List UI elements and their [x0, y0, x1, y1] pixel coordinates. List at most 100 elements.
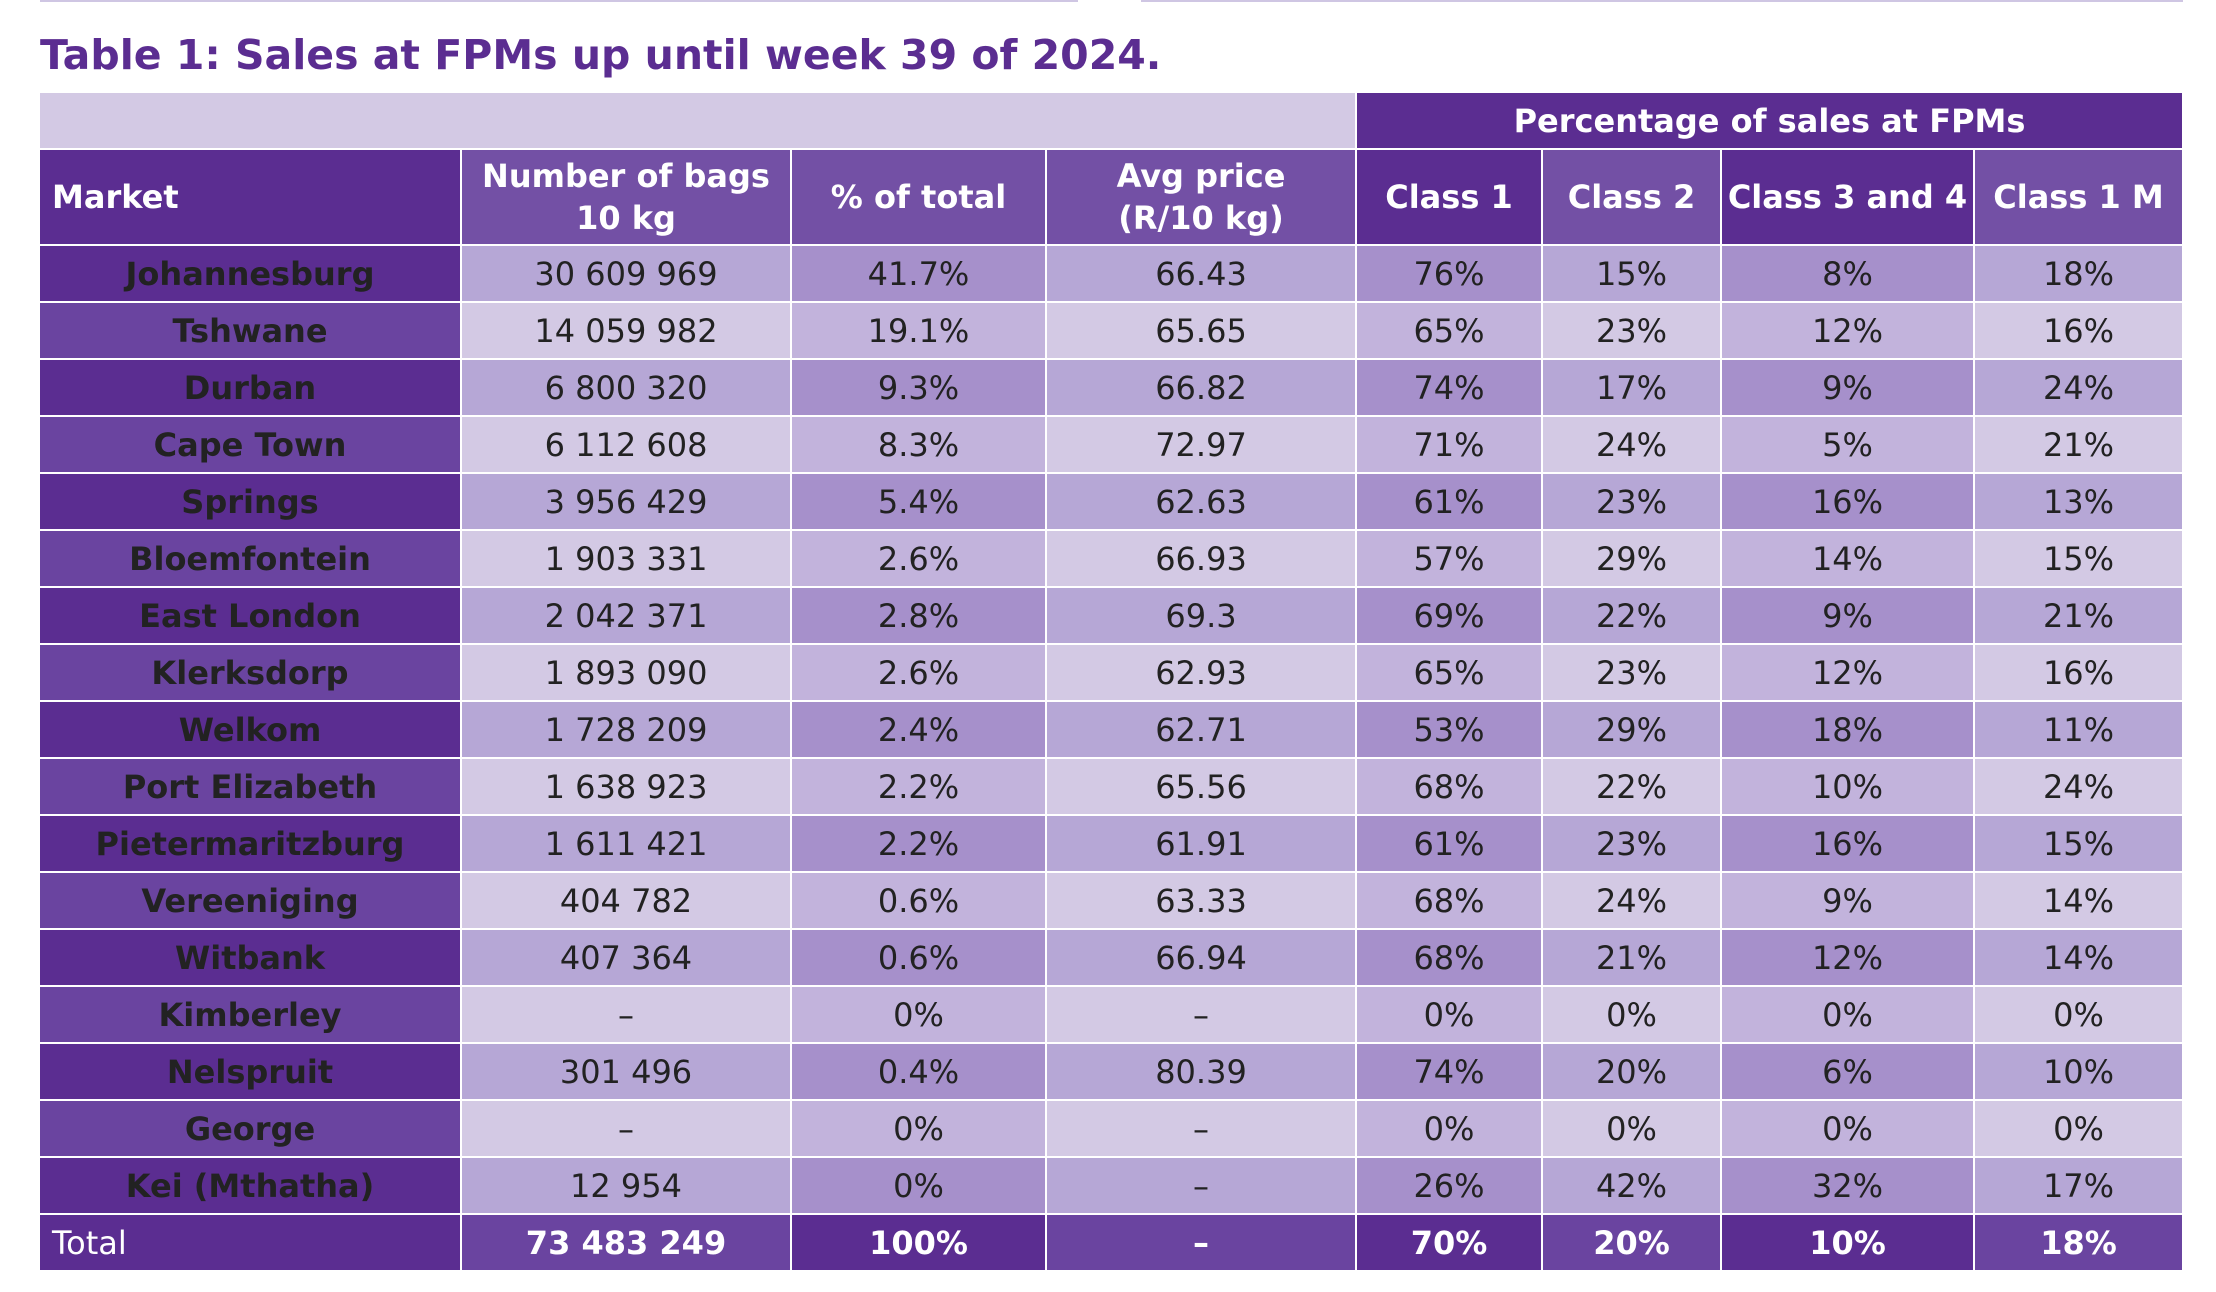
market-cell: Port Elizabeth [40, 759, 460, 814]
bags-cell: 2 042 371 [462, 588, 790, 643]
pct-total-cell: 2.2% [792, 816, 1045, 871]
avg-price-cell: 62.63 [1047, 474, 1355, 529]
bags-cell: 6 112 608 [462, 417, 790, 472]
avg-price-cell: – [1047, 1158, 1355, 1213]
total-class34: 10% [1722, 1215, 1973, 1270]
avg-price-cell: 62.71 [1047, 702, 1355, 757]
class34-cell: 18% [1722, 702, 1973, 757]
avg-price-cell: – [1047, 1101, 1355, 1156]
pct-total-cell: 0% [792, 987, 1045, 1042]
pct-total-cell: 0% [792, 1101, 1045, 1156]
class2-cell: 24% [1543, 417, 1720, 472]
top-rule-left [40, 0, 1078, 2]
class2-cell: 29% [1543, 531, 1720, 586]
class1m-cell: 24% [1975, 360, 2182, 415]
class34-cell: 9% [1722, 360, 1973, 415]
bags-cell: – [462, 1101, 790, 1156]
class2-cell: 20% [1543, 1044, 1720, 1099]
pct-total-cell: 19.1% [792, 303, 1045, 358]
table-row: East London 2 042 371 2.8% 69.3 69% 22% 9% 21% [40, 588, 2182, 643]
pct-total-cell: 8.3% [792, 417, 1045, 472]
column-header-avg-price: Avg price (R/10 kg) [1047, 150, 1355, 244]
class1-cell: 76% [1357, 246, 1541, 301]
bags-cell: – [462, 987, 790, 1042]
column-header-bags: Number of bags 10 kg [462, 150, 790, 244]
avg-price-cell: 65.65 [1047, 303, 1355, 358]
class34-cell: 16% [1722, 474, 1973, 529]
market-cell: Johannesburg [40, 246, 460, 301]
table-body: Johannesburg 30 609 969 41.7% 66.43 76% 15% 8%… [40, 246, 2182, 1213]
table-row: Nelspruit 301 496 0.4% 80.39 74% 20% 6% 10% [40, 1044, 2182, 1099]
total-class2: 20% [1543, 1215, 1720, 1270]
class2-cell: 23% [1543, 303, 1720, 358]
class2-cell: 23% [1543, 645, 1720, 700]
market-cell: Pietermaritzburg [40, 816, 460, 871]
market-cell: George [40, 1101, 460, 1156]
avg-price-cell: 62.93 [1047, 645, 1355, 700]
class34-cell: 0% [1722, 1101, 1973, 1156]
top-rule-right [1141, 0, 2183, 2]
column-header-class1m: Class 1 M [1975, 150, 2182, 244]
class1-cell: 53% [1357, 702, 1541, 757]
column-header-class2: Class 2 [1543, 150, 1720, 244]
class1-cell: 61% [1357, 816, 1541, 871]
total-price: – [1047, 1215, 1355, 1270]
class2-cell: 0% [1543, 1101, 1720, 1156]
column-header-price-line1: Avg price [1116, 157, 1286, 195]
total-pct: 100% [792, 1215, 1045, 1270]
column-header-bags-line2: 10 kg [576, 199, 676, 237]
market-cell: Tshwane [40, 303, 460, 358]
class1-cell: 74% [1357, 1044, 1541, 1099]
class1m-cell: 14% [1975, 930, 2182, 985]
bags-cell: 3 956 429 [462, 474, 790, 529]
market-cell: Nelspruit [40, 1044, 460, 1099]
market-cell: Durban [40, 360, 460, 415]
pct-total-cell: 0.6% [792, 873, 1045, 928]
class1-cell: 68% [1357, 930, 1541, 985]
pct-total-cell: 5.4% [792, 474, 1045, 529]
class2-cell: 23% [1543, 474, 1720, 529]
class34-cell: 9% [1722, 873, 1973, 928]
class1m-cell: 0% [1975, 987, 2182, 1042]
column-header-bags-line1: Number of bags [482, 157, 770, 195]
class1-cell: 0% [1357, 987, 1541, 1042]
class1m-cell: 24% [1975, 759, 2182, 814]
class1-cell: 65% [1357, 303, 1541, 358]
class34-cell: 0% [1722, 987, 1973, 1042]
class1m-cell: 21% [1975, 588, 2182, 643]
class2-cell: 0% [1543, 987, 1720, 1042]
column-header-class34: Class 3 and 4 [1722, 150, 1973, 244]
bags-cell: 1 728 209 [462, 702, 790, 757]
pct-total-cell: 9.3% [792, 360, 1045, 415]
table-row: Vereeniging 404 782 0.6% 63.33 68% 24% 9% 14% [40, 873, 2182, 928]
class1m-cell: 11% [1975, 702, 2182, 757]
class1m-cell: 16% [1975, 645, 2182, 700]
class34-cell: 5% [1722, 417, 1973, 472]
class2-cell: 24% [1543, 873, 1720, 928]
table-row: George –0% –0% 0% 0% 0% [40, 1101, 2182, 1156]
class2-cell: 22% [1543, 588, 1720, 643]
market-cell: Kimberley [40, 987, 460, 1042]
pct-total-cell: 0.6% [792, 930, 1045, 985]
class1m-cell: 15% [1975, 816, 2182, 871]
table-row: Tshwane 14 059 982 19.1% 65.65 65% 23% 12% 16% [40, 303, 2182, 358]
bags-cell: 6 800 320 [462, 360, 790, 415]
bags-cell: 404 782 [462, 873, 790, 928]
table-row: Welkom 1 728 209 2.4% 62.71 53% 29% 18% 11% [40, 702, 2182, 757]
column-header-pct-total: % of total [792, 150, 1045, 244]
column-header-price-line2: (R/10 kg) [1118, 199, 1284, 237]
market-cell: Cape Town [40, 417, 460, 472]
table-row: Springs 3 956 429 5.4% 62.63 61% 23% 16% 13% [40, 474, 2182, 529]
group-header-row: Percentage of sales at FPMs [40, 93, 2182, 148]
class1m-cell: 0% [1975, 1101, 2182, 1156]
bags-cell: 1 893 090 [462, 645, 790, 700]
table-row: Pietermaritzburg 1 611 421 2.2% 61.91 61% 23%… [40, 816, 2182, 871]
class2-cell: 29% [1543, 702, 1720, 757]
table-row: Kimberley –0% –0% 0% 0% 0% [40, 987, 2182, 1042]
class1-cell: 69% [1357, 588, 1541, 643]
bags-cell: 301 496 [462, 1044, 790, 1099]
table-title: Table 1: Sales at FPMs up until week 39 … [40, 31, 1162, 79]
total-bags: 73 483 249 [462, 1215, 790, 1270]
table-row: Cape Town 6 112 608 8.3% 72.97 71% 24% 5% 21% [40, 417, 2182, 472]
market-cell: Welkom [40, 702, 460, 757]
